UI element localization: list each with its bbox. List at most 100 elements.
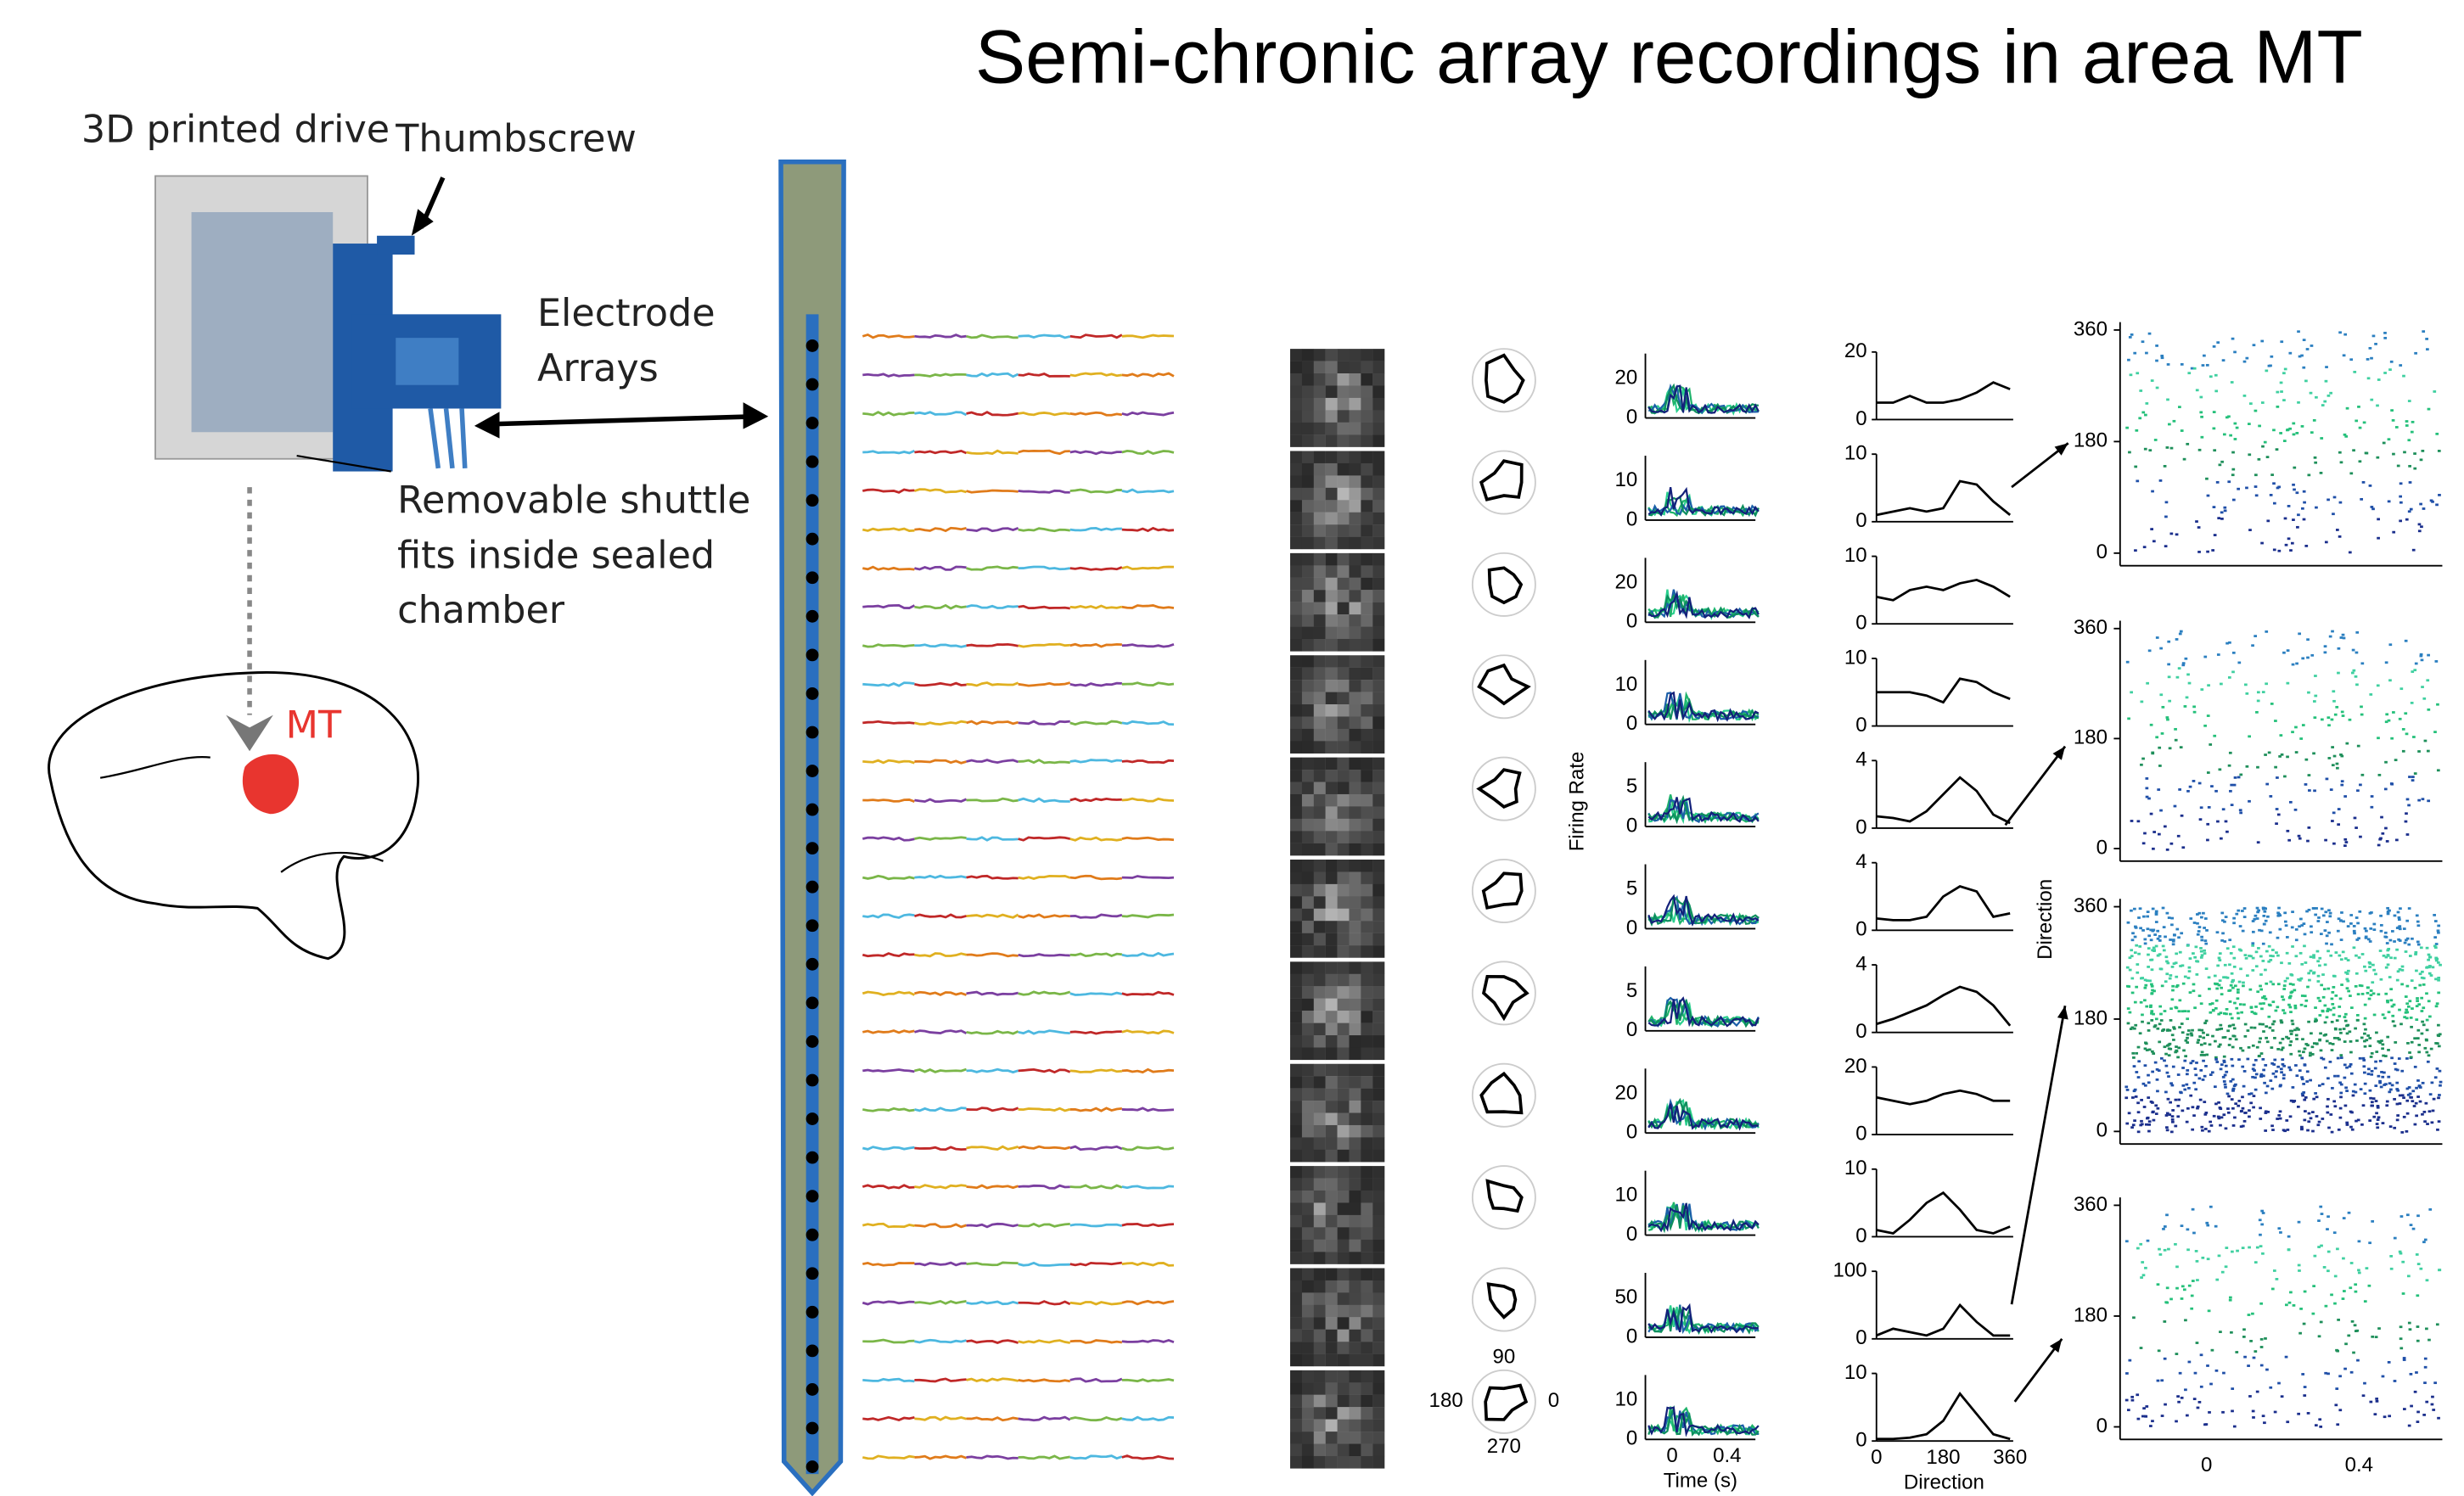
spike: [2165, 1114, 2169, 1117]
trace: [1122, 567, 1174, 569]
rf-pixel: [1290, 1150, 1302, 1163]
rf-pixel: [1290, 1317, 1302, 1330]
spike: [2296, 526, 2299, 529]
spike: [2433, 1098, 2436, 1101]
spike: [2426, 348, 2429, 350]
spike: [2203, 1054, 2206, 1056]
spike: [2207, 495, 2210, 497]
spike: [2166, 912, 2169, 915]
spike: [2312, 1313, 2315, 1315]
trace: [967, 1456, 1019, 1459]
rf-pixel: [1349, 423, 1361, 435]
spike: [2200, 1126, 2203, 1129]
spike: [2315, 1424, 2318, 1426]
spike: [2297, 1106, 2300, 1108]
spike: [2357, 745, 2360, 748]
rf-pixel: [1338, 716, 1350, 729]
rf-pixel: [1361, 1354, 1372, 1367]
spike: [2276, 937, 2280, 939]
spike: [2232, 652, 2236, 654]
spike: [2426, 947, 2429, 950]
spike: [2405, 1100, 2409, 1102]
spike: [2418, 523, 2422, 525]
spike: [2188, 970, 2192, 972]
spike: [2393, 1127, 2396, 1129]
rf-pixel: [1361, 1047, 1372, 1060]
spike: [2338, 1028, 2342, 1031]
spike: [2413, 452, 2416, 455]
y-tick-label: 10: [1615, 673, 1638, 696]
spike: [2192, 1106, 2195, 1108]
spike: [2283, 911, 2287, 914]
spike: [2331, 991, 2334, 994]
spike: [2231, 468, 2235, 471]
spike: [2405, 518, 2409, 521]
spike: [2405, 1130, 2409, 1133]
arrow: [2006, 747, 2065, 826]
spike: [2174, 805, 2177, 808]
spike: [2394, 915, 2397, 917]
trace: [1122, 1456, 1174, 1460]
spike: [2326, 988, 2330, 990]
spike: [2160, 1379, 2164, 1381]
spike: [2368, 966, 2371, 968]
rf-pixel: [1326, 1215, 1338, 1228]
spike: [2334, 714, 2338, 716]
spike: [2273, 1020, 2276, 1023]
spike: [2343, 333, 2347, 336]
spike: [2422, 1414, 2426, 1416]
rf-pixel: [1349, 1137, 1361, 1150]
spike: [2355, 916, 2359, 919]
rf-pixel: [1349, 1023, 1361, 1036]
spike: [2252, 1416, 2255, 1419]
spike: [2201, 1129, 2204, 1132]
spike: [2145, 352, 2148, 355]
spike: [2280, 1071, 2283, 1073]
rf-pixel: [1314, 1227, 1326, 1240]
spike: [2229, 434, 2232, 437]
spike: [2144, 1267, 2147, 1269]
spike: [2176, 1115, 2180, 1118]
spike: [2285, 1356, 2288, 1359]
spike: [2164, 826, 2167, 828]
spike: [2220, 1063, 2224, 1066]
contact: [806, 996, 819, 1009]
rf-pixel: [1349, 974, 1361, 987]
spike: [2323, 988, 2326, 990]
spike: [2147, 1022, 2150, 1024]
spike: [2287, 1067, 2291, 1069]
spike: [2309, 1055, 2312, 1057]
spike: [2184, 1319, 2187, 1321]
spike: [2137, 1418, 2141, 1420]
spike: [2232, 945, 2236, 948]
trace: [1070, 1341, 1122, 1343]
spike: [2421, 1021, 2424, 1023]
trace: [1019, 451, 1070, 453]
spike: [2394, 1380, 2397, 1382]
rf-pixel: [1302, 1444, 1314, 1457]
spike: [2349, 1063, 2353, 1066]
rf-pixel: [1326, 500, 1338, 513]
spike: [2394, 1062, 2397, 1065]
rf-pixel: [1361, 806, 1372, 819]
rf-pixel: [1290, 961, 1302, 974]
spike: [2414, 1066, 2417, 1068]
trace: [1070, 451, 1122, 454]
trace: [1070, 335, 1122, 338]
spike: [2399, 687, 2403, 690]
y-tick-label: 5: [1626, 877, 1637, 900]
spike: [2209, 1044, 2212, 1046]
spike: [2284, 921, 2287, 923]
rf-pixel: [1302, 1202, 1314, 1215]
spike: [2292, 983, 2295, 986]
rf-pixel: [1314, 1035, 1326, 1048]
spike: [2326, 1010, 2329, 1012]
trace: [967, 451, 1019, 453]
spike: [2181, 846, 2185, 849]
spike: [2127, 1023, 2130, 1025]
spike: [2414, 772, 2417, 775]
rf-pixel: [1372, 680, 1384, 692]
spike: [2416, 1000, 2419, 1002]
rf-pixel: [1372, 1370, 1384, 1383]
spike: [2429, 955, 2433, 958]
